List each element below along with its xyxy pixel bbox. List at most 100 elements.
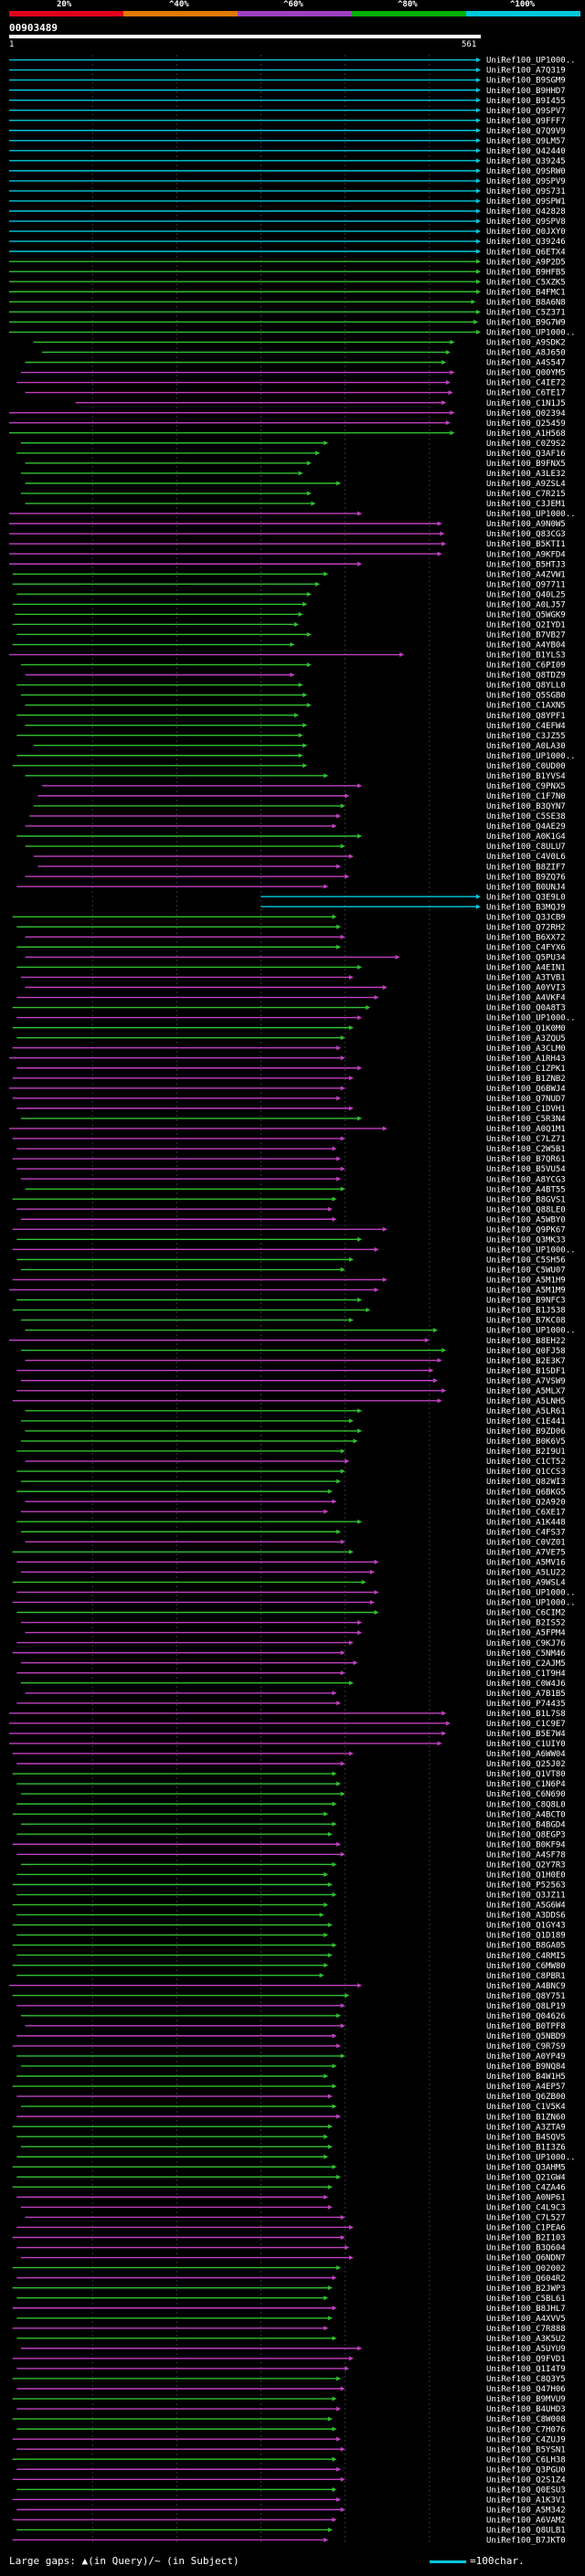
hit-label[interactable]: UniRef100_C2W5B1 (486, 1145, 566, 1154)
hit-label[interactable]: UniRef100_Q3MK33 (486, 1235, 566, 1245)
hit-label[interactable]: UniRef100_A1RH43 (486, 1055, 566, 1064)
hit-label[interactable]: UniRef100_A5M1M9 (486, 1287, 566, 1296)
hit-label[interactable]: UniRef100_A6VAM2 (486, 2517, 566, 2526)
hit-label[interactable]: UniRef100_Q8EGP3 (486, 1830, 566, 1839)
hit-label[interactable]: UniRef100_A4VKF4 (486, 994, 566, 1003)
hit-label[interactable]: UniRef100_C1ZPK1 (486, 1065, 566, 1074)
hit-label[interactable]: UniRef100_Q6NDN7 (486, 2254, 566, 2263)
hit-label[interactable]: UniRef100_Q9SPV9 (486, 177, 566, 186)
hit-label[interactable]: UniRef100_A0LA30 (486, 742, 566, 751)
hit-label[interactable]: UniRef100_C5WU07 (486, 1267, 566, 1276)
hit-label[interactable]: UniRef100_P74435 (486, 1700, 566, 1709)
hit-label[interactable]: UniRef100_UP1000.. (486, 510, 576, 519)
hit-label[interactable]: UniRef100_Q2Y7R3 (486, 1860, 566, 1870)
hit-label[interactable]: UniRef100_Q6ETX4 (486, 248, 566, 257)
hit-label[interactable]: UniRef100_P52563 (486, 1882, 566, 1891)
hit-label[interactable]: UniRef100_C6MW80 (486, 1962, 566, 1971)
hit-label[interactable]: UniRef100_C4EFW4 (486, 722, 566, 731)
hit-label[interactable]: UniRef100_A5M342 (486, 2507, 566, 2516)
hit-label[interactable]: UniRef100_C0VZ01 (486, 1538, 566, 1547)
hit-label[interactable]: UniRef100_A5LR61 (486, 1407, 566, 1416)
hit-label[interactable]: UniRef100_B8EH22 (486, 1337, 566, 1346)
hit-label[interactable]: UniRef100_Q8YLL0 (486, 682, 566, 691)
hit-label[interactable]: UniRef100_C1T9H4 (486, 1670, 566, 1679)
hit-label[interactable]: UniRef100_C7L527 (486, 2214, 566, 2223)
hit-label[interactable]: UniRef100_C4L9C3 (486, 2204, 566, 2213)
hit-label[interactable]: UniRef100_Q82WI3 (486, 1478, 566, 1487)
hit-label[interactable]: UniRef100_A3ZQU5 (486, 1034, 566, 1044)
hit-label[interactable]: UniRef100_B9ZD06 (486, 1427, 566, 1436)
hit-label[interactable]: UniRef100_C6PI09 (486, 662, 566, 671)
hit-label[interactable]: UniRef100_C8W008 (486, 2415, 566, 2424)
hit-label[interactable]: UniRef100_Q8ULB1 (486, 2527, 566, 2536)
hit-label[interactable]: UniRef100_C3JZ55 (486, 732, 566, 741)
hit-label[interactable]: UniRef100_Q97711 (486, 580, 566, 589)
hit-label[interactable]: UniRef100_C7H076 (486, 2425, 566, 2434)
hit-label[interactable]: UniRef100_B9SGM9 (486, 77, 566, 86)
hit-label[interactable]: UniRef100_C1N6P4 (486, 1780, 566, 1789)
hit-label[interactable]: UniRef100_UP1000.. (486, 1599, 576, 1608)
hit-label[interactable]: UniRef100_B4W1H5 (486, 2072, 566, 2082)
hit-label[interactable]: UniRef100_A5MV16 (486, 1558, 566, 1567)
hit-label[interactable]: UniRef100_Q02394 (486, 409, 566, 419)
hit-label[interactable]: UniRef100_A1K3V1 (486, 2496, 566, 2506)
hit-label[interactable]: UniRef100_C1F7N0 (486, 792, 566, 801)
hit-label[interactable]: UniRef100_A7Q319 (486, 67, 566, 76)
hit-label[interactable]: UniRef100_B5KTI1 (486, 540, 566, 549)
hit-label[interactable]: UniRef100_A9SDK2 (486, 339, 566, 348)
hit-label[interactable]: UniRef100_Q7NUD7 (486, 1095, 566, 1104)
hit-label[interactable]: UniRef100_Q0JXY0 (486, 228, 566, 237)
hit-label[interactable]: UniRef100_Q47H06 (486, 2385, 566, 2394)
hit-label[interactable]: UniRef100_C5SH56 (486, 1256, 566, 1266)
hit-label[interactable]: UniRef100_A4S547 (486, 359, 566, 368)
hit-label[interactable]: UniRef100_Q8Y751 (486, 1992, 566, 2001)
hit-label[interactable]: UniRef100_Q3JCB9 (486, 913, 566, 922)
hit-label[interactable]: UniRef100_B0UNJ4 (486, 883, 566, 892)
hit-label[interactable]: UniRef100_Q83CG3 (486, 530, 566, 539)
hit-label[interactable]: UniRef100_Q2S1Z4 (486, 2475, 566, 2485)
hit-label[interactable]: UniRef100_A9ZSL4 (486, 480, 566, 489)
hit-label[interactable]: UniRef100_Q42828 (486, 207, 566, 217)
hit-label[interactable]: UniRef100_B9G7W9 (486, 319, 566, 328)
hit-label[interactable]: UniRef100_A9N0W5 (486, 520, 566, 529)
hit-label[interactable]: UniRef100_C1UIY0 (486, 1740, 566, 1749)
hit-label[interactable]: UniRef100_Q6ZB00 (486, 2093, 566, 2102)
hit-label[interactable]: UniRef100_C9R7S9 (486, 2042, 566, 2051)
hit-label[interactable]: UniRef100_Q25459 (486, 419, 566, 429)
hit-label[interactable]: UniRef100_B1L7S8 (486, 1710, 566, 1719)
hit-label[interactable]: UniRef100_A3DDS6 (486, 1912, 566, 1921)
hit-label[interactable]: UniRef100_C0W4J6 (486, 1680, 566, 1689)
hit-label[interactable]: UniRef100_B2I9U1 (486, 1447, 566, 1457)
hit-label[interactable]: UniRef100_A5WBY0 (486, 1215, 566, 1224)
hit-label[interactable]: UniRef100_A0K1G4 (486, 832, 566, 842)
hit-label[interactable]: UniRef100_A5LU22 (486, 1569, 566, 1578)
hit-label[interactable]: UniRef100_A4XVV5 (486, 2315, 566, 2324)
hit-label[interactable]: UniRef100_Q88LE0 (486, 1205, 566, 1214)
hit-label[interactable]: UniRef100_Q72RH2 (486, 923, 566, 932)
hit-label[interactable]: UniRef100_UP1000.. (486, 1327, 576, 1336)
hit-label[interactable]: UniRef100_Q25J02 (486, 1760, 566, 1769)
hit-label[interactable]: UniRef100_A7B1B5 (486, 1690, 566, 1699)
hit-label[interactable]: UniRef100_B7JKT0 (486, 2537, 566, 2546)
hit-label[interactable]: UniRef100_B5E7W4 (486, 1730, 566, 1739)
hit-label[interactable]: UniRef100_Q1GY43 (486, 1922, 566, 1931)
hit-label[interactable]: UniRef100_Q604R2 (486, 2274, 566, 2284)
hit-label[interactable]: UniRef100_A8YCG3 (486, 1175, 566, 1184)
hit-label[interactable]: UniRef100_Q1CCS3 (486, 1468, 566, 1477)
hit-label[interactable]: UniRef100_Q3AHM5 (486, 2163, 566, 2172)
hit-label[interactable]: UniRef100_B7VB27 (486, 631, 566, 641)
hit-label[interactable]: UniRef100_B8ZIF7 (486, 863, 566, 872)
hit-label[interactable]: UniRef100_A0YP49 (486, 2052, 566, 2062)
hit-label[interactable]: UniRef100_Q5SGB0 (486, 692, 566, 701)
hit-label[interactable]: UniRef100_Q8TDZ9 (486, 672, 566, 681)
hit-label[interactable]: UniRef100_A6WW04 (486, 1750, 566, 1759)
hit-label[interactable]: UniRef100_B9MVU9 (486, 2395, 566, 2404)
hit-label[interactable]: UniRef100_A4BNC9 (486, 1982, 566, 1991)
hit-label[interactable]: UniRef100_B1YLS3 (486, 652, 566, 661)
hit-label[interactable]: UniRef100_B4UHD3 (486, 2405, 566, 2414)
hit-label[interactable]: UniRef100_A7VSW9 (486, 1377, 566, 1386)
hit-label[interactable]: UniRef100_C6XE17 (486, 1508, 566, 1517)
hit-label[interactable]: UniRef100_C6N690 (486, 1790, 566, 1799)
hit-label[interactable]: UniRef100_Q5PU34 (486, 954, 566, 963)
hit-label[interactable]: UniRef100_B0TPF8 (486, 2022, 566, 2031)
